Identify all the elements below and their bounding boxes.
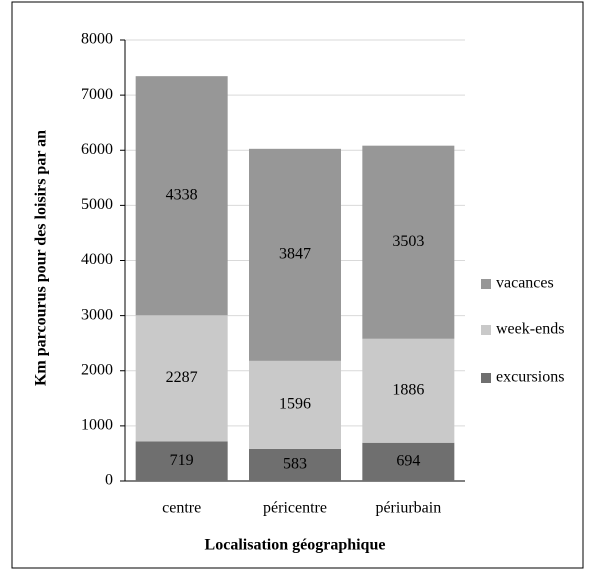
value-label: 583 bbox=[283, 456, 307, 473]
value-label: 3847 bbox=[279, 246, 311, 263]
bar-segment bbox=[249, 448, 341, 481]
legend-label: vacances bbox=[496, 275, 554, 292]
bar-segment bbox=[249, 148, 341, 361]
value-label: 719 bbox=[170, 452, 194, 469]
legend-swatch bbox=[481, 279, 491, 289]
value-label: 1886 bbox=[392, 381, 424, 398]
bar-segment bbox=[135, 76, 228, 316]
x-tick-label: péricentre bbox=[263, 500, 327, 517]
y-axis-title: Km parcourus pour des loisirs par an bbox=[33, 130, 50, 386]
value-label: 2287 bbox=[166, 369, 198, 386]
y-tick-label: 0 bbox=[105, 472, 113, 489]
y-tick-label: 7000 bbox=[81, 86, 113, 103]
chart-frame bbox=[11, 1, 584, 569]
y-tick-label: 4000 bbox=[81, 251, 113, 268]
bar-segment bbox=[135, 315, 228, 442]
y-tick-label: 3000 bbox=[81, 306, 113, 323]
x-tick-label: centre bbox=[162, 500, 201, 517]
legend-label: excursions bbox=[496, 369, 564, 386]
legend-swatch bbox=[481, 373, 491, 383]
x-tick-label: périurbain bbox=[375, 500, 441, 517]
value-label: 4338 bbox=[166, 186, 198, 203]
y-tick-label: 5000 bbox=[81, 196, 113, 213]
value-label: 694 bbox=[396, 453, 420, 470]
y-tick-label: 8000 bbox=[81, 31, 113, 48]
bar-segment bbox=[135, 441, 228, 481]
legend-swatch bbox=[481, 325, 491, 335]
y-tick-label: 6000 bbox=[81, 141, 113, 158]
bar-segment bbox=[362, 145, 455, 339]
y-tick-label: 1000 bbox=[81, 417, 113, 434]
bar-segment bbox=[362, 442, 455, 481]
y-tick-label: 2000 bbox=[81, 361, 113, 378]
bar-segment bbox=[362, 338, 455, 443]
x-axis-title: Localisation géographique bbox=[205, 537, 386, 554]
legend-label: week-ends bbox=[496, 321, 564, 338]
value-label: 1596 bbox=[279, 396, 311, 413]
bar-segment bbox=[249, 360, 341, 449]
value-label: 3503 bbox=[392, 233, 424, 250]
